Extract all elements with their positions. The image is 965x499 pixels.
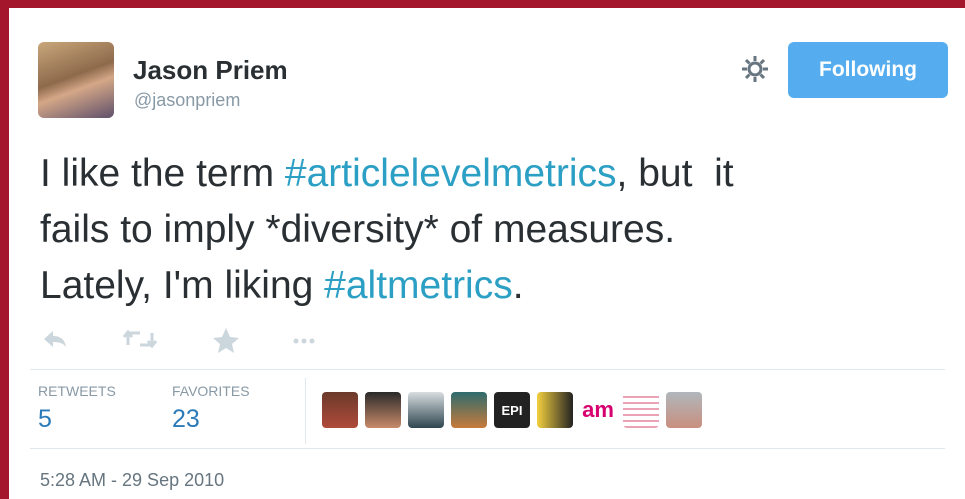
stat-value[interactable]: 23 — [172, 405, 200, 434]
text: I like the term — [40, 152, 285, 195]
favoriter-avatar[interactable] — [322, 392, 358, 428]
tweet-actions — [40, 325, 340, 355]
tweet-card: Jason Priem @jasonpriem Following I like… — [0, 0, 965, 499]
reply-icon[interactable] — [44, 331, 66, 347]
hashtag[interactable]: #altmetrics — [324, 264, 513, 307]
favoriter-avatar[interactable] — [623, 392, 659, 428]
avatar[interactable] — [38, 42, 114, 118]
tweet-text: I like the term #articlelevelmetrics, bu… — [40, 146, 734, 314]
stat-label[interactable]: FAVORITES — [172, 383, 250, 399]
favoriter-avatar[interactable] — [408, 392, 444, 428]
user-handle[interactable]: @jasonpriem — [134, 90, 240, 111]
favoriter-avatar[interactable] — [451, 392, 487, 428]
frame — [0, 0, 965, 8]
user-name[interactable]: Jason Priem — [133, 55, 288, 86]
favoriter-avatar[interactable]: EPI — [494, 392, 530, 428]
follow-button[interactable]: Following — [788, 42, 948, 98]
more-icon[interactable] — [294, 339, 315, 344]
frame — [0, 0, 9, 499]
text: . — [513, 264, 524, 307]
favorite-icon[interactable] — [213, 328, 239, 353]
text: , but it — [617, 152, 734, 195]
stat-label[interactable]: RETWEETS — [38, 383, 116, 399]
favoriters: EPI am — [322, 392, 702, 428]
text: fails to imply *diversity* of measures. — [40, 208, 675, 251]
hashtag[interactable]: #articlelevelmetrics — [285, 152, 617, 195]
divider — [305, 378, 306, 444]
favoriter-avatar[interactable]: am — [580, 392, 616, 428]
timestamp[interactable]: 5:28 AM - 29 Sep 2010 — [40, 470, 224, 491]
settings-icon[interactable] — [740, 54, 770, 84]
text: Lately, I'm liking — [40, 264, 324, 307]
divider — [30, 369, 945, 370]
favoriter-avatar[interactable] — [365, 392, 401, 428]
retweet-icon[interactable] — [124, 332, 156, 346]
favoriter-avatar[interactable] — [666, 392, 702, 428]
divider — [30, 448, 945, 449]
stat-value[interactable]: 5 — [38, 405, 52, 434]
favoriter-avatar[interactable] — [537, 392, 573, 428]
